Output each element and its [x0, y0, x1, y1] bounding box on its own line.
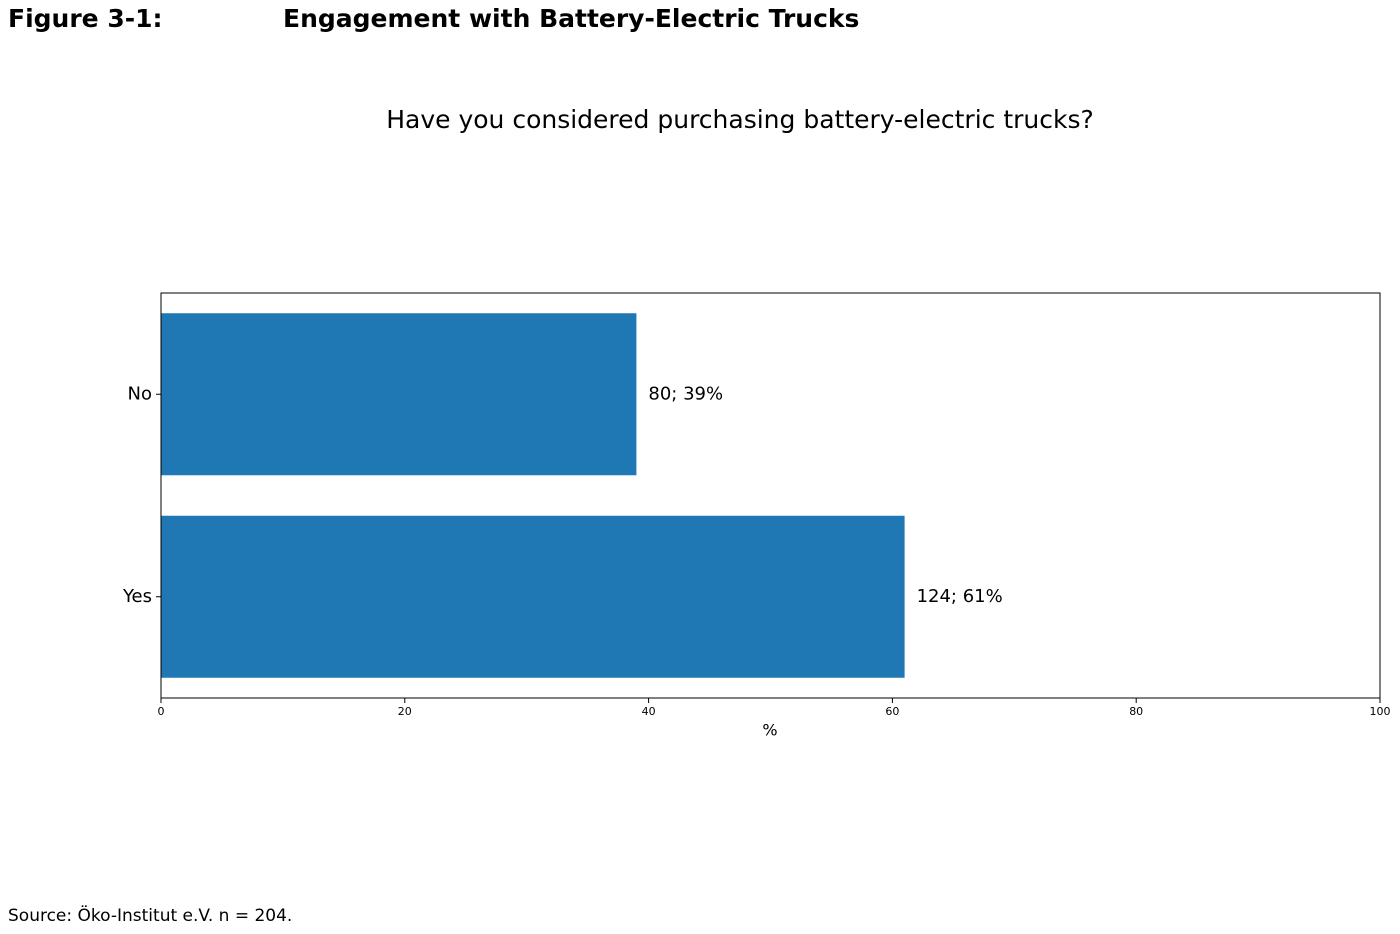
y-tick-label: No — [128, 383, 152, 404]
source-note: Source: Öko-Institut e.V. n = 204. — [8, 904, 292, 926]
value-label: 80; 39% — [648, 383, 723, 404]
x-tick-label: 40 — [642, 705, 656, 718]
x-axis-label: % — [762, 721, 777, 740]
x-tick-label: 100 — [1370, 705, 1391, 718]
x-tick-label: 80 — [1129, 705, 1143, 718]
x-tick-label: 60 — [885, 705, 899, 718]
bar — [161, 313, 637, 476]
figure-label: Figure 3-1: — [8, 4, 163, 33]
plot-frame — [160, 292, 1381, 699]
chart-subtitle: Have you considered purchasing battery-e… — [386, 105, 1094, 134]
x-tick-label: 0 — [158, 705, 165, 718]
y-tick-label: Yes — [122, 586, 152, 607]
bar — [161, 515, 905, 678]
value-label: 124; 61% — [917, 586, 1003, 607]
x-tick-label: 20 — [398, 705, 412, 718]
chart-title: Engagement with Battery-Electric Trucks — [283, 4, 859, 33]
